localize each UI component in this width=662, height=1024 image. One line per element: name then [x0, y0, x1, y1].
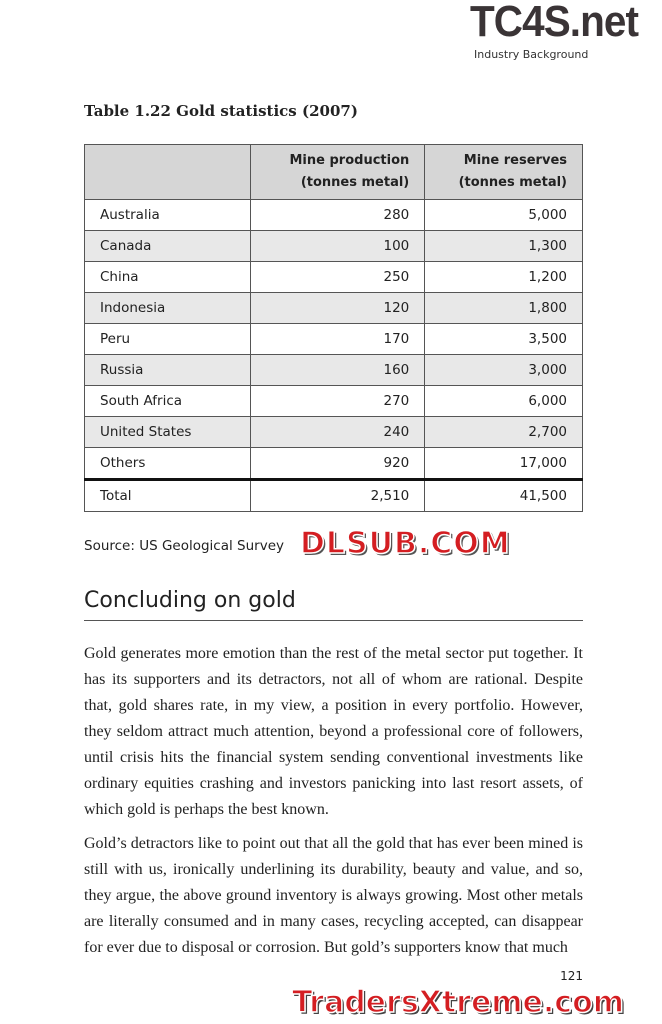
- header-cell: Mine reserves (tonnes metal): [424, 144, 583, 200]
- cell: Peru: [84, 323, 251, 355]
- table-row: United States 240 2,700: [84, 416, 583, 448]
- cell: 280: [249, 199, 426, 231]
- cell: 170: [249, 323, 426, 355]
- cell: 2,510: [249, 478, 426, 512]
- cell: 240: [249, 416, 426, 448]
- cell: China: [84, 261, 251, 293]
- table-row: Others 920 17,000: [84, 447, 583, 480]
- cell: 1,300: [424, 230, 583, 262]
- watermark-bottom: TradersXtreme.com: [291, 984, 624, 1021]
- page-number: 121: [560, 969, 583, 983]
- cell: 2,700: [424, 416, 583, 448]
- cell: 1,200: [424, 261, 583, 293]
- table-row: Australia 280 5,000: [84, 199, 583, 231]
- table-row: South Africa 270 6,000: [84, 385, 583, 417]
- watermark-logo-top: TC4S.net: [470, 0, 639, 46]
- section-title: Concluding on gold: [84, 586, 583, 621]
- cell: 270: [249, 385, 426, 417]
- table-total-row: Total 2,510 41,500: [84, 478, 583, 512]
- cell: 3,000: [424, 354, 583, 386]
- cell: Total: [84, 478, 251, 512]
- cell: Russia: [84, 354, 251, 386]
- paragraph: Gold generates more emotion than the res…: [84, 645, 583, 818]
- cell: 160: [249, 354, 426, 386]
- paragraph: Gold’s detractors like to point out that…: [84, 835, 583, 956]
- cell: 1,800: [424, 292, 583, 324]
- table-source: Source: US Geological Survey: [84, 538, 285, 554]
- cell: 100: [249, 230, 426, 262]
- cell: Canada: [84, 230, 251, 262]
- body-text: Concluding on gold Gold generates more e…: [84, 586, 625, 1021]
- running-head: Industry Background: [474, 48, 589, 61]
- cell: 6,000: [424, 385, 583, 417]
- cell: 17,000: [424, 447, 583, 480]
- table-row: Russia 160 3,000: [84, 354, 583, 386]
- header-cell: Mine production (tonnes metal): [249, 144, 426, 200]
- table-row: Indonesia 120 1,800: [84, 292, 583, 324]
- watermark-middle: DLSUB.COM: [299, 525, 511, 562]
- header-cell: [84, 144, 251, 200]
- cell: United States: [84, 416, 251, 448]
- table-row: Canada 100 1,300: [84, 230, 583, 262]
- cell: Others: [84, 447, 251, 480]
- cell: South Africa: [84, 385, 251, 417]
- table-row: China 250 1,200: [84, 261, 583, 293]
- table-row: Peru 170 3,500: [84, 323, 583, 355]
- cell: 3,500: [424, 323, 583, 355]
- cell: 120: [249, 292, 426, 324]
- cell: 5,000: [424, 199, 583, 231]
- cell: 41,500: [424, 478, 583, 512]
- cell: Indonesia: [84, 292, 251, 324]
- cell: Australia: [84, 199, 251, 231]
- table-caption: Table 1.22 Gold statistics (2007): [84, 102, 358, 120]
- gold-statistics-table: Mine production (tonnes metal) Mine rese…: [84, 144, 583, 512]
- table-header-row: Mine production (tonnes metal) Mine rese…: [84, 144, 583, 200]
- cell: 920: [249, 447, 426, 480]
- cell: 250: [249, 261, 426, 293]
